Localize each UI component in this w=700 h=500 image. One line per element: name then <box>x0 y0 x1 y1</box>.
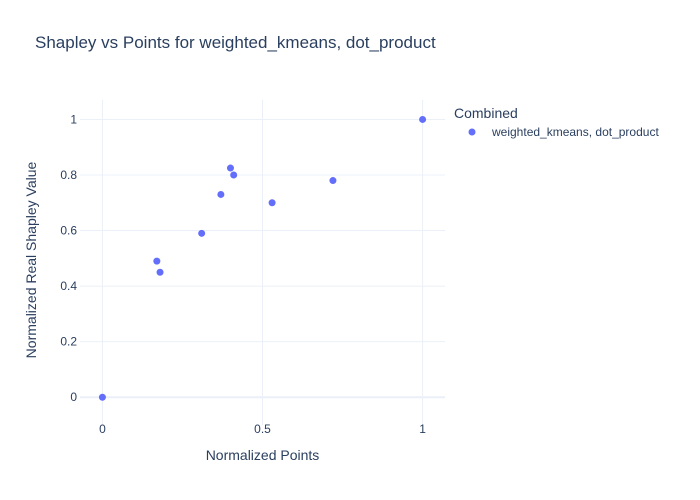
data-point[interactable] <box>419 115 427 123</box>
gridlines <box>80 100 445 425</box>
data-point[interactable] <box>198 229 206 237</box>
data-point[interactable] <box>329 177 337 185</box>
data-point[interactable] <box>153 257 161 265</box>
data-point[interactable] <box>217 190 225 198</box>
legend-marker-icon <box>468 128 476 136</box>
chart-title: Shapley vs Points for weighted_kmeans, d… <box>35 33 436 52</box>
legend-item-label[interactable]: weighted_kmeans, dot_product <box>491 125 659 139</box>
y-tick-label: 0.2 <box>60 335 77 349</box>
data-point[interactable] <box>230 171 238 179</box>
y-tick-label: 0.6 <box>60 224 77 238</box>
x-tick-label: 1 <box>419 422 426 436</box>
x-tick-label: 0 <box>99 422 106 436</box>
data-points[interactable] <box>98 115 427 401</box>
y-axis-title: Normalized Real Shapley Value <box>23 161 39 358</box>
data-point[interactable] <box>268 199 276 207</box>
x-tick-label: 0.5 <box>254 422 271 436</box>
y-tick-label: 0.8 <box>60 168 77 182</box>
y-tick-label: 0.4 <box>60 279 77 293</box>
legend-title: Combined <box>454 105 518 121</box>
x-axis-title: Normalized Points <box>206 447 320 463</box>
data-point[interactable] <box>226 164 234 172</box>
legend[interactable]: Combined weighted_kmeans, dot_product <box>454 105 659 139</box>
y-tick-label: 1 <box>70 112 77 126</box>
tick-labels: 0 0.5 1 0 0.2 0.4 0.6 0.8 1 <box>60 112 426 436</box>
y-tick-label: 0 <box>70 390 77 404</box>
data-point[interactable] <box>156 268 164 276</box>
data-point[interactable] <box>98 393 106 401</box>
